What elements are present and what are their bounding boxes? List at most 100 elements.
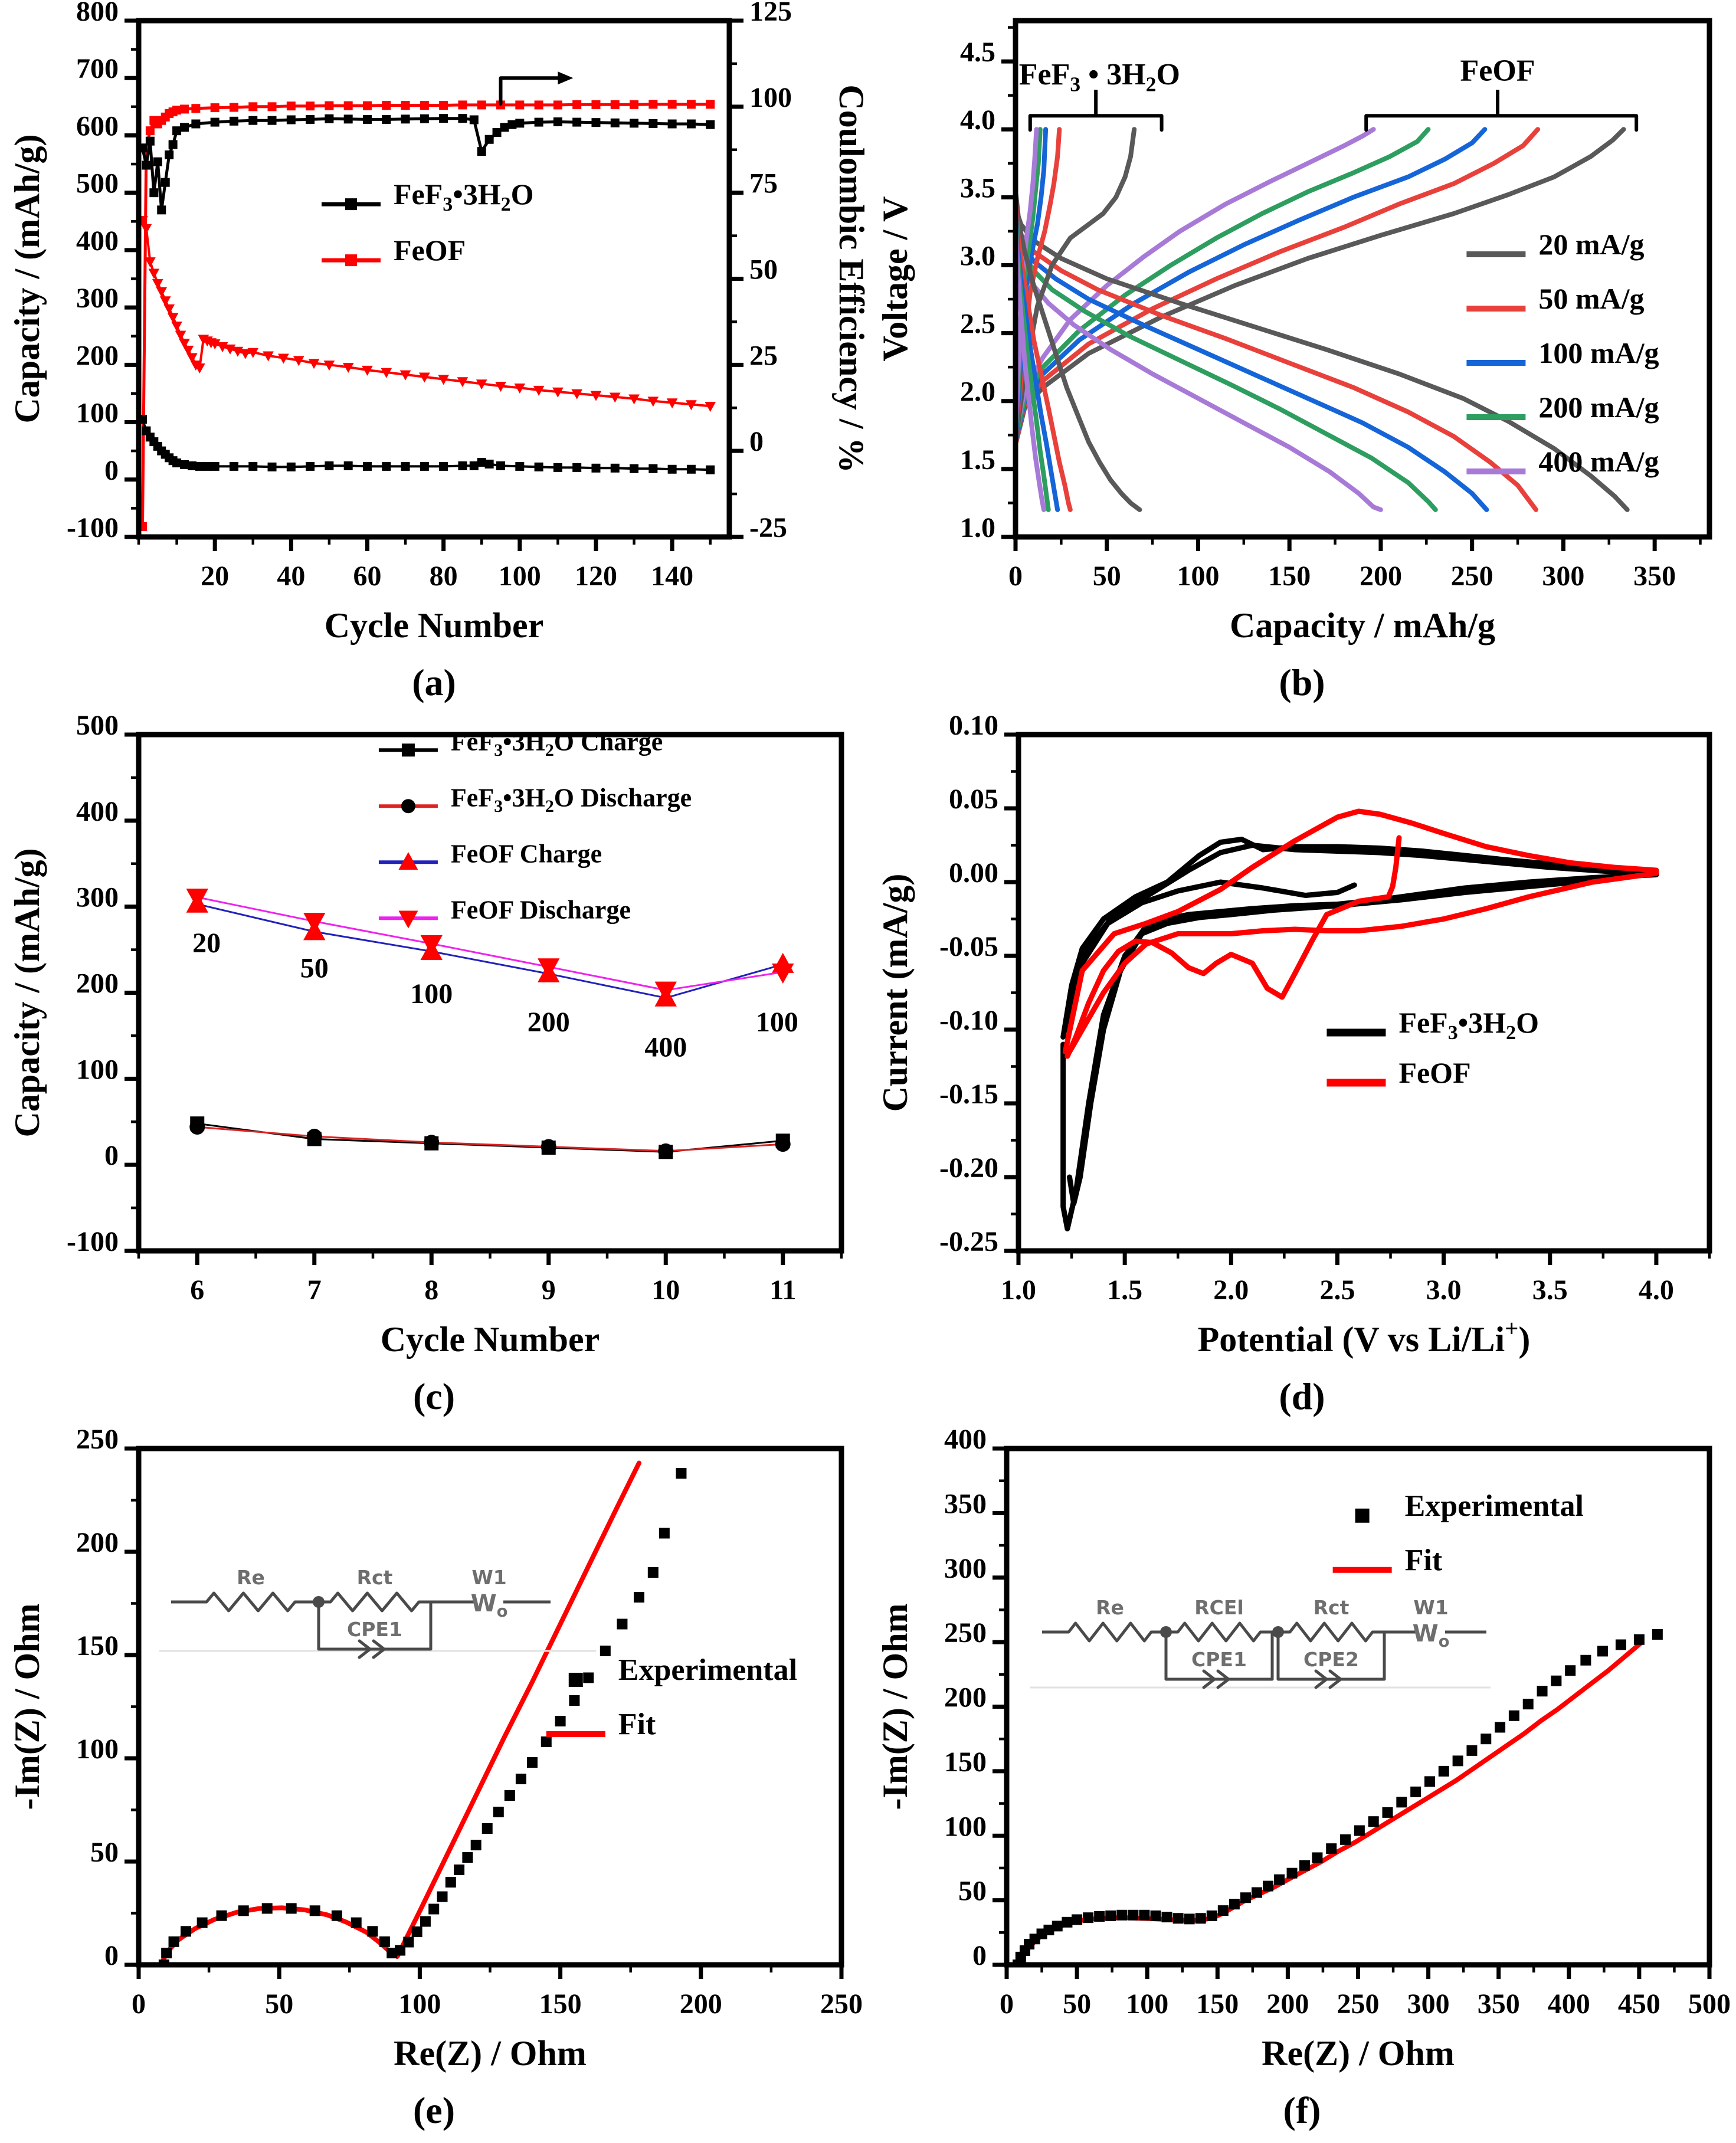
- series-feof-discharge-200: [1016, 230, 1438, 512]
- x-tick-label: 6: [190, 1274, 204, 1306]
- annotation-bracket: [1028, 90, 1164, 132]
- y-tick-label: 3.0: [960, 240, 995, 271]
- axis-titles: Cycle Number Capacity / (mAh/g) Coulombic …: [8, 84, 868, 645]
- caption-d: (d): [1279, 1375, 1325, 1417]
- y2-tick-label: -25: [749, 512, 787, 543]
- y-axis-title: Voltage / V: [876, 196, 915, 361]
- plot-frame: [136, 1446, 844, 1968]
- x-tick-label: 2.0: [1213, 1274, 1249, 1306]
- y-tick-label: -100: [67, 512, 119, 543]
- y-tick-label: 2.0: [960, 376, 995, 408]
- legend-label: FeOF Charge: [451, 839, 602, 868]
- x-tick-label: 350: [1633, 561, 1676, 592]
- annotation-text: 200: [528, 1007, 570, 1038]
- circuit-label: Rct: [1314, 1596, 1350, 1619]
- series-feof-cv-cycle2: [1062, 808, 1659, 1054]
- y-tick-label: 3.5: [960, 172, 995, 204]
- x-tick-label: 200: [1266, 1988, 1309, 2020]
- y-tick-label: 350: [944, 1488, 987, 1519]
- x-axis-title: Cycle Number: [381, 1320, 600, 1359]
- legend-label: Experimental: [1405, 1489, 1584, 1523]
- x-tick-label: 50: [1093, 561, 1121, 592]
- x-tick-label: 4.0: [1639, 1274, 1674, 1306]
- warburg-symbol: Wo: [1413, 1620, 1450, 1651]
- series-experimental: [158, 1468, 687, 1965]
- nyquist-fef3-chart: 0 50 100 150 200 250 0 50 100 150 200 250 Re(Z) / Oh…: [8, 1428, 863, 2073]
- x-tick-label: 60: [353, 561, 381, 592]
- annotation-text: 50: [300, 952, 329, 984]
- legend-label: Experimental: [618, 1653, 797, 1687]
- series-feof-capacity: [139, 216, 716, 412]
- y-tick-label: 1.5: [960, 444, 995, 476]
- x-tick-label: 150: [539, 1988, 582, 2020]
- y-tick-label: -0.20: [939, 1152, 998, 1184]
- x-tick-label: 120: [575, 561, 617, 592]
- x-axis-title: Re(Z) / Ohm: [394, 2034, 587, 2073]
- x-tick-label: 3.0: [1426, 1274, 1462, 1306]
- annotation-text: FeOF: [1460, 54, 1535, 87]
- x-tick-label: 150: [1268, 561, 1311, 592]
- series-fef3-coulombic-efficiency: [139, 114, 715, 215]
- y-tick-label: 200: [944, 1682, 987, 1713]
- plot-frame: [136, 18, 732, 540]
- axis-titles: Cycle Number Capacity / (mAh/g): [8, 848, 600, 1359]
- circuit-label: RCEl: [1194, 1596, 1243, 1619]
- y-tick-label: -0.10: [939, 1005, 998, 1036]
- y-tick-label: 400: [944, 1428, 987, 1455]
- x-tick-label: 500: [1688, 1988, 1731, 2020]
- y-tick-label: 0.10: [949, 714, 998, 741]
- y-tick-label: 500: [76, 714, 119, 741]
- x-tick-label: 8: [424, 1274, 438, 1306]
- x-tick-label: 3.5: [1532, 1274, 1568, 1306]
- y-tick-label: 300: [76, 283, 119, 314]
- plot-frame: [1004, 1446, 1712, 1968]
- annotation-text: 400: [644, 1031, 687, 1063]
- annotation-arrow: [499, 71, 574, 106]
- x-tick-label: 300: [1542, 561, 1584, 592]
- y-tick-label: -0.25: [939, 1226, 998, 1257]
- x-tick-label: 11: [769, 1274, 796, 1306]
- warburg-symbol: Wo: [471, 1590, 508, 1621]
- series-feof-coulombic-efficiency: [139, 100, 715, 531]
- annotation-text: 50: [300, 952, 329, 984]
- annotation-bracket: [1364, 90, 1639, 132]
- annotation-text: FeF3 • 3H2O: [1019, 58, 1180, 96]
- series-fef3-charge: [190, 1116, 790, 1159]
- y-tick-label: 2.5: [960, 309, 995, 340]
- axes-ticks: 0 50 100 150 200 250 300 350 1.0 1.5 2.0 2.5 3.0 3.5 4…: [960, 26, 1702, 592]
- legend-label: 200 mA/g: [1538, 391, 1659, 424]
- series-fef3-discharge-20: [1016, 188, 1142, 512]
- y-tick-label: 50: [958, 1876, 987, 1907]
- legend: 20 mA/g 50 mA/g 100 mA/g 200 mA/g 400 mA/g: [1466, 228, 1659, 478]
- axes-ticks: 20 40 60 80 100 120 140-1000100200300400500600…: [67, 0, 792, 592]
- y-tick-label: 150: [76, 1630, 119, 1662]
- nyquist-feof-chart: 0 50 100 150 200 250 300 350 400 450 500 0 50 100 150 2…: [876, 1428, 1731, 2073]
- series-fef3-discharge: [189, 1119, 791, 1159]
- circuit-label: Re: [1096, 1596, 1124, 1619]
- legend: FeF3•3H2O FeOF: [1326, 1006, 1539, 1089]
- caption-e: (e): [412, 2089, 456, 2131]
- axis-titles: Capacity / mAh/g Voltage / V: [876, 196, 1495, 645]
- legend-label: FeF3•3H2O: [394, 178, 534, 215]
- annotation-text: 20: [192, 928, 221, 959]
- cyclic-voltammetry-chart: 1.0 1.5 2.0 2.5 3.0 3.5 4.0 -0.25 -0.20 -0.15 -0.1…: [876, 714, 1712, 1359]
- x-tick-label: 400: [1548, 1988, 1590, 2020]
- y-tick-label: 800: [76, 0, 119, 27]
- x-tick-label: 1.5: [1107, 1274, 1142, 1306]
- axes-ticks: 0 50 100 150 200 250 0 50 100 150 200 250: [76, 1428, 863, 2020]
- x-tick-label: 200: [680, 1988, 722, 2020]
- panel-d: 1.0 1.5 2.0 2.5 3.0 3.5 4.0 -0.25 -0.20 -0.15 -0.1…: [868, 714, 1736, 1428]
- y2-tick-label: 50: [749, 254, 778, 286]
- caption-a: (a): [412, 661, 456, 703]
- x-tick-label: 40: [277, 561, 305, 592]
- panel-b: 0 50 100 150 200 250 300 350 1.0 1.5 2.0 2.5 3.0 3.5 4…: [868, 0, 1736, 714]
- x-tick-label: 7: [307, 1274, 322, 1306]
- legend-label: 400 mA/g: [1538, 445, 1659, 478]
- plot-frame: [1013, 18, 1712, 540]
- legend-label: Fit: [1405, 1544, 1443, 1577]
- y-axis-title: -Im(Z) / Ohm: [8, 1604, 47, 1810]
- circuit-label: CPE1: [1191, 1648, 1247, 1671]
- y-tick-label: 250: [76, 1428, 119, 1455]
- y-tick-label: 100: [76, 1054, 119, 1085]
- y-tick-label: 50: [90, 1837, 119, 1868]
